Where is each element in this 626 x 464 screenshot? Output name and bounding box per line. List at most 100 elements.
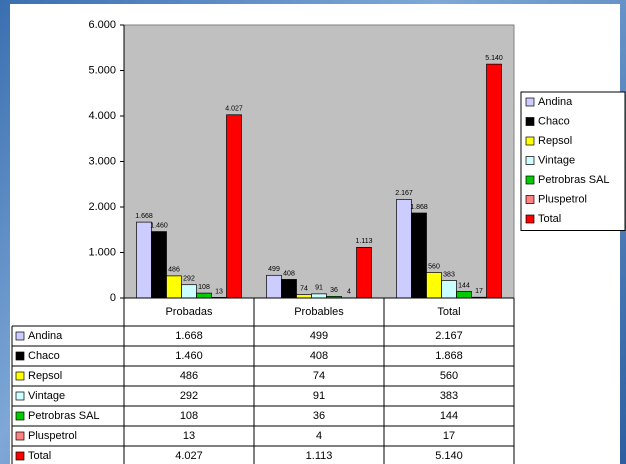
y-tick-label: 6.000 [88, 19, 116, 31]
bar [182, 285, 197, 298]
value-label: 17 [475, 288, 483, 295]
y-tick-label: 0 [110, 292, 116, 304]
bar [282, 279, 297, 298]
bar [487, 64, 502, 298]
table-cell: 1.460 [175, 350, 203, 362]
legend-label: Chaco [538, 115, 570, 127]
legend-label: Total [538, 213, 561, 225]
table-header: Total [437, 306, 460, 318]
table-row-label: Repsol [28, 370, 62, 382]
table-row-label: Chaco [28, 350, 60, 362]
bar [297, 295, 312, 298]
value-label: 4 [347, 289, 351, 296]
y-tick-label: 1.000 [88, 246, 116, 258]
value-label: 499 [268, 266, 280, 273]
value-label: 2.167 [395, 190, 413, 197]
bar [442, 281, 457, 298]
y-tick-label: 4.000 [88, 110, 116, 122]
bar [137, 222, 152, 298]
table-cell: 1.113 [306, 450, 333, 462]
value-label: 108 [198, 284, 210, 291]
table-cell: 36 [313, 410, 325, 422]
table-cell: 383 [440, 390, 458, 402]
legend-label: Vintage [538, 154, 575, 166]
table-cell: 1.668 [175, 330, 203, 342]
legend-key [526, 118, 534, 126]
table-row-label: Andina [28, 330, 63, 342]
table-legend-key [16, 352, 24, 360]
value-label: 383 [443, 271, 455, 278]
page: 0 1.000 2.000 3.000 4.000 5.000 6.000 1.668 1.46… [0, 0, 626, 464]
legend-label: Pluspetrol [538, 193, 587, 205]
legend-key [526, 157, 534, 165]
table-legend-key [16, 412, 24, 420]
legend-label: Andina [538, 96, 573, 108]
bar [397, 199, 412, 298]
table-cell: 74 [313, 370, 325, 382]
plot-area [124, 25, 514, 298]
y-tick-label: 5.000 [88, 64, 116, 76]
legend-key [526, 215, 534, 223]
table-cell: 4.027 [175, 450, 203, 462]
table-cell: 13 [183, 430, 195, 442]
table-row-label: Pluspetrol [28, 430, 77, 442]
legend-key [526, 196, 534, 204]
value-label: 36 [330, 287, 338, 294]
table-legend-key [16, 392, 24, 400]
table-legend-key [16, 332, 24, 340]
y-tick-label: 2.000 [88, 201, 116, 213]
table-cell: 5.140 [435, 450, 463, 462]
bar [427, 273, 442, 298]
table-legend-key [16, 452, 24, 460]
table-legend-key [16, 432, 24, 440]
value-label: 13 [215, 288, 223, 295]
table-cell: 486 [180, 370, 198, 382]
bar [357, 247, 372, 298]
value-label: 1.460 [150, 222, 168, 229]
bar [197, 293, 212, 298]
value-label: 486 [168, 267, 180, 274]
table-cell: 499 [310, 330, 328, 342]
table-cell: 408 [310, 350, 328, 362]
table-cell: 4 [316, 430, 322, 442]
bar [412, 213, 427, 298]
bar [227, 115, 242, 298]
legend-label: Petrobras SAL [538, 174, 610, 186]
y-tick-label: 3.000 [88, 155, 116, 167]
table-header: Probadas [165, 306, 213, 318]
table-cell: 91 [313, 390, 325, 402]
legend-key [526, 98, 534, 106]
bar [457, 291, 472, 298]
value-label: 560 [428, 263, 440, 270]
table-cell: 292 [180, 390, 198, 402]
value-label: 1.668 [135, 213, 153, 220]
table-row-label: Petrobras SAL [28, 410, 100, 422]
value-label: 91 [315, 285, 323, 292]
table-legend-key [16, 372, 24, 380]
value-label: 1.113 [356, 238, 373, 245]
legend-key [526, 137, 534, 145]
legend-label: Repsol [538, 135, 572, 147]
bar [167, 276, 182, 298]
value-label: 1.868 [410, 204, 428, 211]
table-row-label: Total [28, 450, 51, 462]
table-cell: 2.167 [435, 330, 463, 342]
bar [152, 232, 167, 298]
legend-key [526, 176, 534, 184]
value-label: 74 [300, 285, 308, 292]
table-cell: 560 [440, 370, 458, 382]
table-cell: 17 [443, 430, 455, 442]
value-label: 4.027 [225, 106, 243, 113]
table-cell: 108 [180, 410, 198, 422]
table-row-label: Vintage [28, 390, 65, 402]
value-label: 5.140 [485, 55, 503, 62]
value-label: 408 [283, 270, 295, 277]
value-label: 144 [458, 282, 470, 289]
table-cell: 1.868 [435, 350, 463, 362]
value-label: 292 [183, 276, 195, 283]
bar [267, 275, 282, 298]
bar [312, 294, 327, 298]
table-header: Probables [294, 306, 344, 318]
chart: 0 1.000 2.000 3.000 4.000 5.000 6.000 1.668 1.46… [0, 0, 626, 464]
table-cell: 144 [440, 410, 458, 422]
